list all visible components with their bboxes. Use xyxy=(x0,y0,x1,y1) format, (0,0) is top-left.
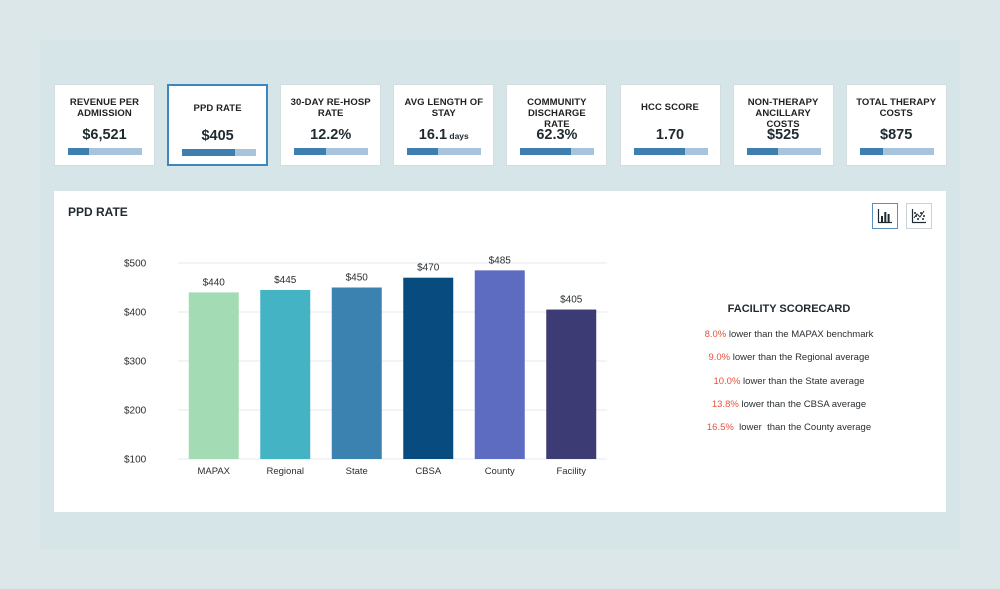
scorecard-text: lower than the State average xyxy=(740,375,865,387)
kpi-progress-fill xyxy=(182,149,236,156)
scorecard-text: lower than the CBSA average xyxy=(738,398,867,410)
bar-facility[interactable] xyxy=(546,309,597,459)
kpi-progress-bar xyxy=(182,149,257,156)
bar-value-label: $445 xyxy=(274,275,297,286)
ppd-rate-panel: PPD RATE $100 $200 $300 $400 $500 $440 MAPAX $4… xyxy=(54,191,946,512)
bar-chart-icon xyxy=(877,209,892,224)
kpi-value: $6,521 xyxy=(55,127,154,143)
kpi-progress-bar xyxy=(294,148,369,155)
facility-scorecard: FACILITY SCORECARD 8.0% lower than the M… xyxy=(664,303,914,444)
kpi-progress-fill xyxy=(294,148,326,155)
kpi-label: 30-DAY RE-HOSP RATE xyxy=(290,97,371,119)
scorecard-title: FACILITY SCORECARD xyxy=(727,303,851,315)
kpi-card[interactable]: NON-THERAPY ANCILLARY COSTS $525 xyxy=(732,84,834,166)
kpi-progress-bar xyxy=(407,148,482,155)
kpi-value: 16.1 days xyxy=(394,127,493,143)
kpi-value-text: 16.1 xyxy=(418,127,448,143)
x-tick-label: Facility xyxy=(556,466,586,477)
bar-mapax[interactable] xyxy=(188,292,239,459)
kpi-label: NON-THERAPY ANCILLARY COSTS xyxy=(747,97,819,130)
bar-value-label: $450 xyxy=(346,273,369,284)
bar-county[interactable] xyxy=(474,270,525,459)
kpi-value: 12.2% xyxy=(281,127,380,143)
y-tick-label: $200 xyxy=(124,406,147,417)
kpi-row: REVENUE PER ADMISSION $6,521 PPD RATE $405 3… xyxy=(54,84,947,166)
kpi-progress-fill xyxy=(520,148,571,155)
kpi-value-text: 62.3% xyxy=(536,127,578,143)
kpi-progress-fill xyxy=(407,148,439,155)
kpi-value-text: $6,521 xyxy=(82,127,127,143)
kpi-value: 62.3% xyxy=(507,127,606,143)
scatter-chart-view-button[interactable] xyxy=(906,203,932,229)
scorecard-line: 13.8% lower than the CBSA average xyxy=(664,398,914,421)
x-tick-label: MAPAX xyxy=(197,466,230,477)
ppd-rate-bar-chart: $100 $200 $300 $400 $500 $440 MAPAX $445 Regiona… xyxy=(124,255,607,477)
bar-cbsa[interactable] xyxy=(403,277,454,459)
kpi-progress-fill xyxy=(68,148,89,155)
bar-value-label: $440 xyxy=(203,277,226,288)
scorecard-line: 9.0% lower than the Regional average xyxy=(664,351,914,374)
kpi-value-text: 12.2% xyxy=(310,127,352,143)
kpi-progress-bar xyxy=(520,148,595,155)
kpi-label: TOTAL THERAPY COSTS xyxy=(856,97,937,119)
scorecard-text: lower than the County average xyxy=(733,422,872,434)
bar-value-label: $405 xyxy=(560,295,583,306)
kpi-value: 1.70 xyxy=(621,127,720,143)
kpi-value-text: 1.70 xyxy=(655,127,685,143)
bar-value-label: $485 xyxy=(489,255,512,266)
kpi-card[interactable]: COMMUNITY DISCHARGE RATE 62.3% xyxy=(506,84,608,166)
kpi-progress-bar xyxy=(746,148,821,155)
kpi-label: HCC SCORE xyxy=(641,102,699,113)
x-tick-label: State xyxy=(346,466,368,477)
kpi-card[interactable]: TOTAL THERAPY COSTS $875 xyxy=(845,84,947,166)
kpi-label: COMMUNITY DISCHARGE RATE xyxy=(527,97,587,130)
x-tick-label: County xyxy=(485,466,515,477)
scorecard-percent: 8.0% xyxy=(704,329,727,340)
y-tick-label: $500 xyxy=(124,259,147,270)
kpi-value-text: $525 xyxy=(766,127,800,143)
kpi-label: AVG LENGTH OF STAY xyxy=(404,97,484,119)
scorecard-percent: 9.0% xyxy=(708,352,731,364)
y-tick-label: $400 xyxy=(124,308,147,319)
panel-title: PPD RATE xyxy=(68,205,128,219)
kpi-progress-fill xyxy=(746,148,779,155)
kpi-value-text: $405 xyxy=(201,128,234,144)
scorecard-percent: 10.0% xyxy=(713,375,741,387)
kpi-progress-bar xyxy=(859,148,934,155)
kpi-value: $405 xyxy=(169,128,266,144)
kpi-progress-fill xyxy=(859,148,884,155)
kpi-card[interactable]: 30-DAY RE-HOSP RATE 12.2% xyxy=(280,84,382,166)
kpi-card[interactable]: HCC SCORE 1.70 xyxy=(619,84,721,166)
scorecard-percent: 13.8% xyxy=(711,398,739,410)
kpi-card[interactable]: PPD RATE $405 xyxy=(167,84,269,166)
kpi-card[interactable]: REVENUE PER ADMISSION $6,521 xyxy=(54,84,155,166)
kpi-progress-bar xyxy=(633,148,708,155)
scorecard-line: 8.0% lower than the MAPAX benchmark xyxy=(664,328,914,351)
kpi-value-text: $875 xyxy=(880,127,913,143)
kpi-label: PPD RATE xyxy=(193,103,242,114)
kpi-label: REVENUE PER ADMISSION xyxy=(69,97,140,119)
scorecard-text: lower than the Regional average xyxy=(730,352,870,364)
kpi-value: $875 xyxy=(847,127,946,143)
kpi-progress-fill xyxy=(633,148,686,155)
scorecard-percent: 16.5% xyxy=(706,422,734,434)
scorecard-text: lower than the MAPAX benchmark xyxy=(726,329,874,340)
bar-chart-view-button[interactable] xyxy=(872,203,898,229)
kpi-card[interactable]: AVG LENGTH OF STAY 16.1 days xyxy=(393,84,495,166)
bar-state[interactable] xyxy=(331,287,382,460)
kpi-unit: days xyxy=(447,131,469,141)
scorecard-line: 16.5% lower than the County average xyxy=(664,421,914,444)
x-tick-label: CBSA xyxy=(415,466,442,477)
x-tick-label: Regional xyxy=(267,466,305,477)
y-tick-label: $100 xyxy=(124,455,147,466)
bar-value-label: $470 xyxy=(417,263,440,274)
kpi-progress-bar xyxy=(68,148,142,155)
scatter-chart-icon xyxy=(911,209,926,224)
scorecard-line: 10.0% lower than the State average xyxy=(664,375,914,398)
y-tick-label: $300 xyxy=(124,357,147,368)
bar-regional[interactable] xyxy=(260,289,311,459)
kpi-value: $525 xyxy=(734,127,833,143)
